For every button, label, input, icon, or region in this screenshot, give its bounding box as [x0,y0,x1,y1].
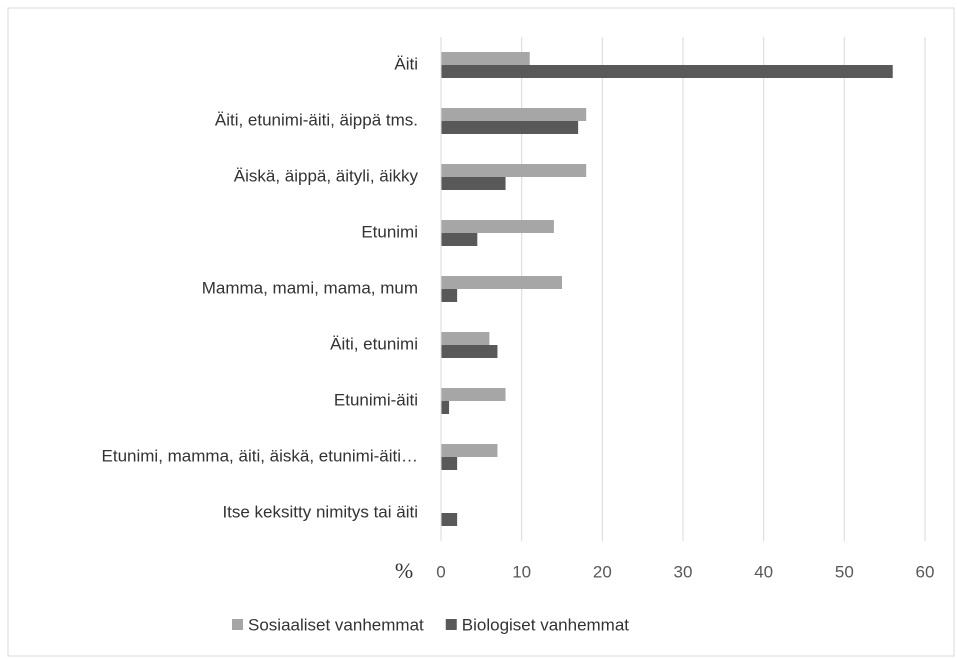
y-tick-label: Etunimi, mamma, äiti, äiskä, etunimi-äit… [102,446,418,465]
y-tick-label: Etunimi-äiti [334,390,418,409]
x-tick-label: 50 [835,562,854,581]
y-tick-label: Äiti, etunimi [330,334,418,353]
x-tick-label: 60 [916,562,935,581]
y-tick-label: Äiskä, äippä, äityli, äikky [234,166,419,185]
y-tick-label: Etunimi [361,222,418,241]
bar [441,345,498,358]
bar [441,444,498,457]
y-tick-label: Äiti, etunimi-äiti, äippä tms. [215,110,418,129]
bar [441,108,587,121]
bar [441,164,587,177]
bar [441,457,458,470]
x-axis-label: % [395,558,413,583]
x-tick-label: 10 [512,562,531,581]
bar [441,513,458,526]
chart-frame [7,7,955,657]
bar [441,276,562,289]
y-tick-label: Äiti [394,54,418,73]
y-tick-label: Mamma, mami, mama, mum [202,278,418,297]
bar [441,401,450,414]
bar [441,233,478,246]
y-tick-label: Itse keksitty nimitys tai äiti [222,502,418,521]
x-tick-label: 20 [593,562,612,581]
bar [441,65,893,78]
bar [441,121,579,134]
x-tick-label: 30 [674,562,693,581]
bar [441,220,554,233]
bar [441,388,506,401]
bar [441,289,458,302]
bar [441,52,530,65]
legend-swatch [445,619,457,630]
legend-label: Biologiset vanhemmat [462,615,630,634]
legend-swatch [232,619,243,630]
legend-label: Sosiaaliset vanhemmat [248,615,424,634]
bar [441,177,506,190]
x-tick-label: 40 [754,562,773,581]
x-tick-label: 0 [436,562,445,581]
bar [441,332,490,345]
